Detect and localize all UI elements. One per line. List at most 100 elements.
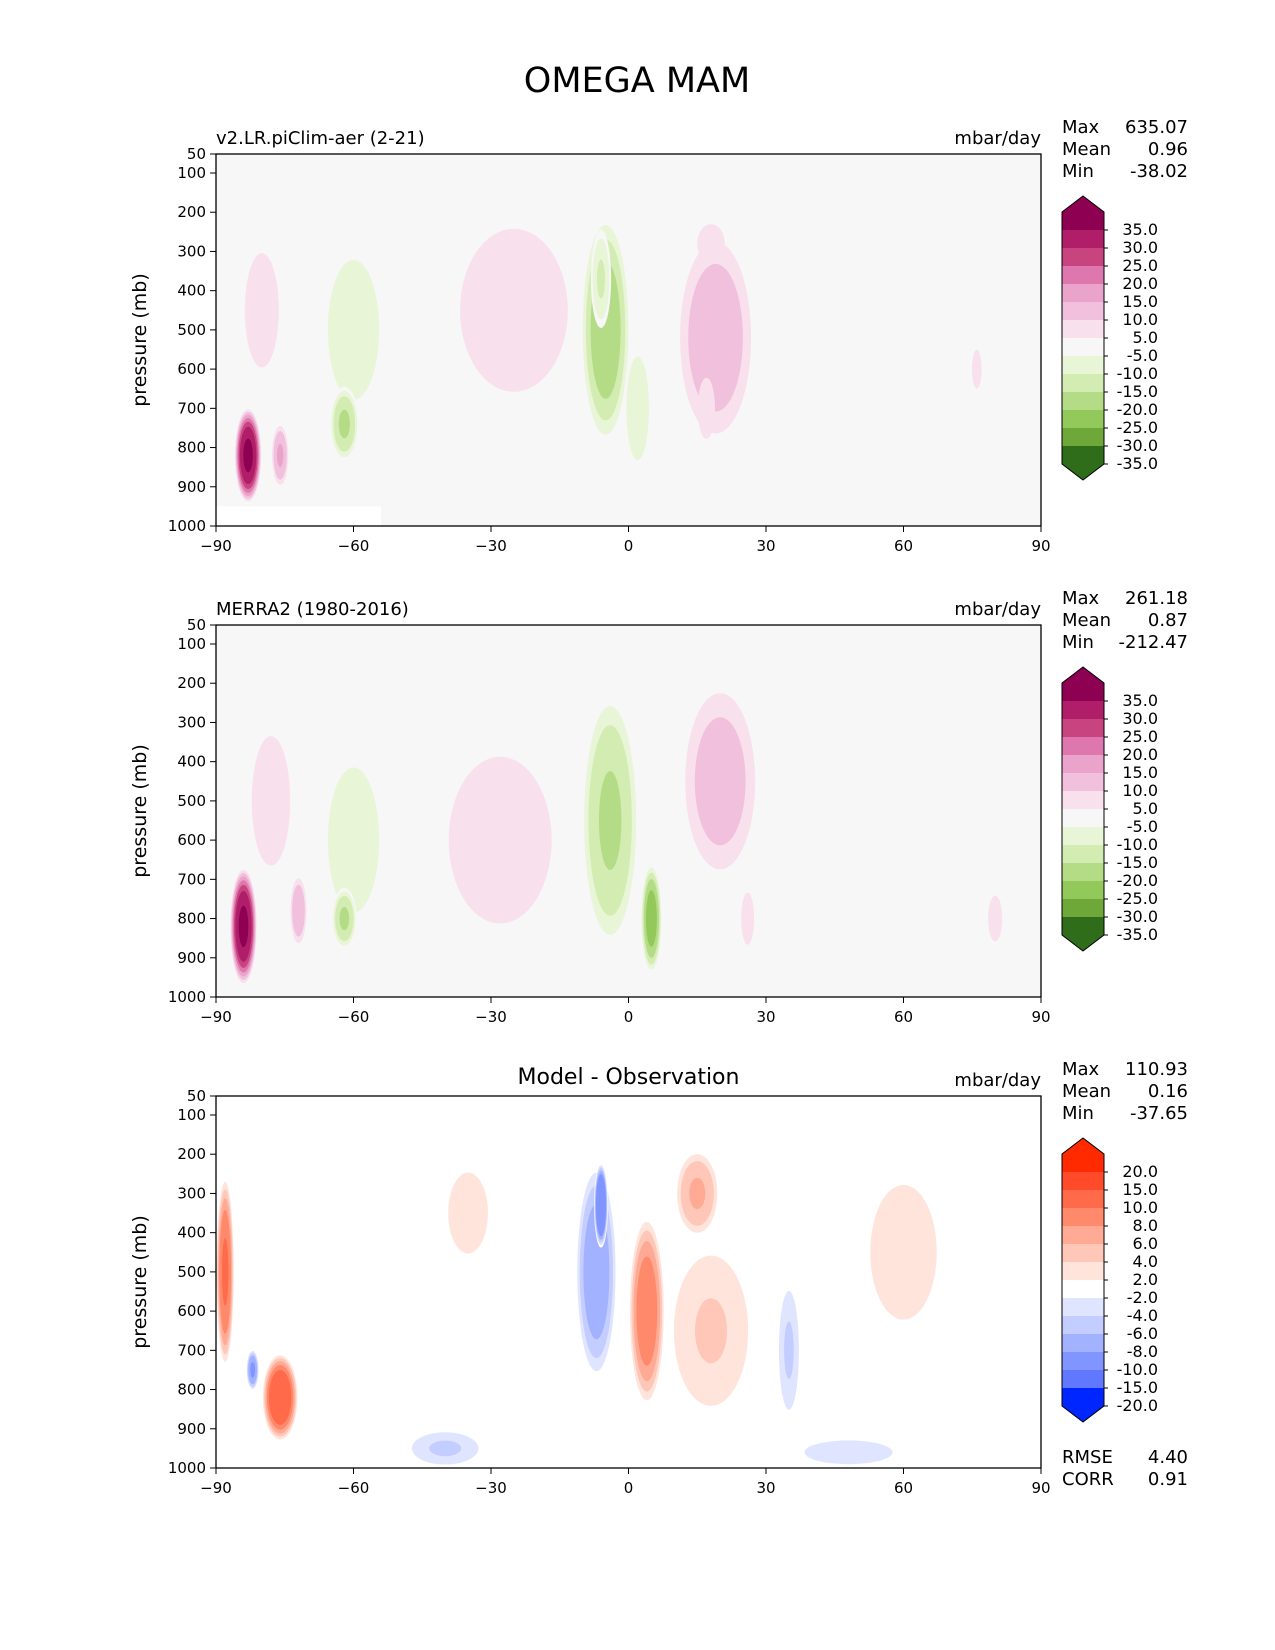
y-tick-label: 500 bbox=[177, 1263, 206, 1281]
y-tick-label: 700 bbox=[177, 870, 206, 888]
colorbar-label: 30.0 bbox=[1122, 709, 1158, 728]
contour-level bbox=[626, 356, 649, 461]
units-label: mbar/day bbox=[954, 1070, 1041, 1091]
y-axis-label: pressure (mb) bbox=[129, 1215, 151, 1349]
x-tick-label: −60 bbox=[338, 537, 370, 555]
stat-label-max: Max bbox=[1062, 588, 1100, 609]
colorbar-label: 15.0 bbox=[1122, 763, 1158, 782]
colorbar-label: 20.0 bbox=[1122, 745, 1158, 764]
colorbar-segment bbox=[1062, 266, 1104, 284]
contour-level bbox=[339, 906, 350, 931]
x-tick-label: 90 bbox=[1031, 1479, 1050, 1497]
x-tick-label: −60 bbox=[338, 1008, 370, 1026]
y-tick-label: 900 bbox=[177, 478, 206, 496]
colorbar-extend-bottom bbox=[1062, 464, 1104, 480]
colorbar-segment bbox=[1062, 428, 1104, 446]
y-tick-label: 200 bbox=[177, 203, 206, 221]
colorbar-label: -6.0 bbox=[1127, 1324, 1158, 1343]
stat-label-max: Max bbox=[1062, 117, 1100, 138]
y-tick-label: 100 bbox=[177, 164, 206, 182]
x-tick-label: −30 bbox=[475, 1008, 507, 1026]
contour-level bbox=[804, 1440, 893, 1465]
stat-value-mean: 0.16 bbox=[1148, 1081, 1188, 1102]
contour-level bbox=[243, 438, 253, 473]
contour-level bbox=[596, 259, 606, 299]
y-tick-label: 1000 bbox=[168, 988, 206, 1006]
colorbar-label: 15.0 bbox=[1122, 292, 1158, 311]
colorbar-segment bbox=[1062, 1208, 1104, 1226]
colorbar-segment bbox=[1062, 446, 1104, 464]
colorbar-segment bbox=[1062, 1316, 1104, 1334]
x-tick-label: 30 bbox=[756, 1479, 775, 1497]
colorbar-segment bbox=[1062, 1334, 1104, 1352]
colorbar-extend-top bbox=[1062, 667, 1104, 683]
colorbar: 35.030.025.020.015.010.05.0-5.0-10.0-15.… bbox=[1061, 195, 1158, 481]
colorbar-segment bbox=[1062, 683, 1104, 701]
colorbar-extend-top bbox=[1062, 1138, 1104, 1154]
y-tick-label: 800 bbox=[177, 439, 206, 457]
contour-level bbox=[689, 1177, 706, 1210]
x-tick-label: 60 bbox=[894, 537, 913, 555]
contour-level bbox=[238, 905, 249, 948]
stat-value-min: -37.65 bbox=[1130, 1103, 1188, 1124]
colorbar-segment bbox=[1062, 773, 1104, 791]
colorbar-extend-bottom bbox=[1062, 935, 1104, 951]
x-tick-label: −90 bbox=[200, 1008, 232, 1026]
colorbar-segment bbox=[1062, 863, 1104, 881]
colorbar-label: -20.0 bbox=[1117, 871, 1158, 890]
contour-field bbox=[216, 1154, 937, 1468]
x-tick-label: 0 bbox=[624, 1479, 634, 1497]
colorbar-segment bbox=[1062, 737, 1104, 755]
y-tick-label: 600 bbox=[177, 831, 206, 849]
colorbar-label: 10.0 bbox=[1122, 1198, 1158, 1217]
colorbar-segment bbox=[1062, 719, 1104, 737]
contour-level bbox=[338, 409, 350, 439]
y-tick-label: 100 bbox=[177, 1106, 206, 1124]
masked-region bbox=[216, 506, 381, 526]
x-tick-label: 90 bbox=[1031, 1008, 1050, 1026]
colorbar-label: 25.0 bbox=[1122, 727, 1158, 746]
contour-level bbox=[268, 1369, 292, 1425]
colorbar-segment bbox=[1062, 374, 1104, 392]
contour-level bbox=[694, 717, 746, 846]
colorbar-segment bbox=[1062, 899, 1104, 917]
colorbar-label: -8.0 bbox=[1127, 1342, 1158, 1361]
colorbar-segment bbox=[1062, 755, 1104, 773]
colorbar-extend-bottom bbox=[1062, 1406, 1104, 1422]
colorbar-label: 5.0 bbox=[1133, 328, 1158, 347]
colorbar-segment bbox=[1062, 320, 1104, 338]
colorbar-label: 5.0 bbox=[1133, 799, 1158, 818]
x-tick-label: −30 bbox=[475, 1479, 507, 1497]
stat-label-mean: Mean bbox=[1062, 1081, 1111, 1102]
colorbar: 35.030.025.020.015.010.05.0-5.0-10.0-15.… bbox=[1061, 666, 1158, 952]
y-tick-label: 100 bbox=[177, 635, 206, 653]
colorbar-segment bbox=[1062, 392, 1104, 410]
colorbar-label: 8.0 bbox=[1133, 1216, 1158, 1235]
stat-value-mean: 0.96 bbox=[1148, 139, 1188, 160]
colorbar-segment bbox=[1062, 248, 1104, 266]
contour-level bbox=[972, 349, 982, 389]
y-tick-label: 600 bbox=[177, 360, 206, 378]
contour-level bbox=[598, 771, 622, 870]
colorbar-segment bbox=[1062, 701, 1104, 719]
colorbar-segment bbox=[1062, 302, 1104, 320]
y-tick-label: 800 bbox=[177, 910, 206, 928]
colorbar-segment bbox=[1062, 881, 1104, 899]
x-tick-label: −30 bbox=[475, 537, 507, 555]
contour-level bbox=[988, 895, 1003, 942]
contour-field bbox=[230, 691, 1003, 983]
colorbar-label: -10.0 bbox=[1117, 364, 1158, 383]
x-tick-label: 30 bbox=[756, 1008, 775, 1026]
y-tick-label: 700 bbox=[177, 1341, 206, 1359]
stat-value-min: -212.47 bbox=[1119, 632, 1188, 653]
contour-level bbox=[460, 228, 568, 392]
colorbar-label: -4.0 bbox=[1127, 1306, 1158, 1325]
stat-label-mean: Mean bbox=[1062, 139, 1111, 160]
colorbar-label: 20.0 bbox=[1122, 1162, 1158, 1181]
colorbar-label: 10.0 bbox=[1122, 781, 1158, 800]
colorbar-label: -10.0 bbox=[1117, 835, 1158, 854]
x-tick-label: 60 bbox=[894, 1008, 913, 1026]
contour-level bbox=[595, 1174, 607, 1237]
